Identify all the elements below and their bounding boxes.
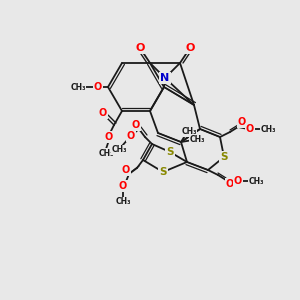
Text: O: O [122,165,130,175]
Text: O: O [238,117,246,127]
Text: O: O [99,108,107,118]
Text: O: O [226,179,234,189]
Text: O: O [119,181,127,191]
Text: S: S [166,147,174,157]
Text: CH₃: CH₃ [111,146,127,154]
Text: O: O [105,132,113,142]
Text: O: O [234,176,242,186]
Text: O: O [94,82,102,92]
Text: CH₃: CH₃ [181,128,197,136]
Text: O: O [185,43,195,53]
Text: O: O [135,43,145,53]
Text: N: N [160,73,169,83]
Text: CH₃: CH₃ [70,82,86,91]
Text: CH₃: CH₃ [98,148,114,158]
Text: CH₃: CH₃ [189,136,205,145]
Text: O: O [246,124,254,134]
Text: CH₃: CH₃ [260,124,276,134]
Text: S: S [220,152,228,162]
Text: CH₃: CH₃ [115,197,131,206]
Text: CH₃: CH₃ [248,176,264,185]
Text: O: O [127,131,135,141]
Text: O: O [132,120,140,130]
Text: S: S [159,167,167,177]
